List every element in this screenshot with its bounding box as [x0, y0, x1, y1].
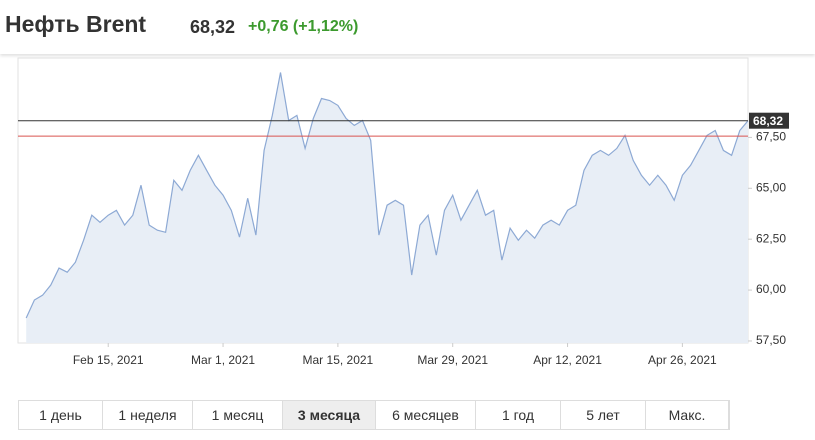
period-tab[interactable]: Макс. [646, 401, 729, 429]
y-tick-label: 57,50 [756, 333, 786, 347]
x-tick-label: Apr 26, 2021 [648, 353, 717, 367]
x-tick-label: Mar 15, 2021 [303, 353, 374, 367]
period-tab[interactable]: 3 месяца [283, 401, 376, 429]
period-tab[interactable]: 1 день [19, 401, 103, 429]
period-tab[interactable]: 6 месяцев [376, 401, 476, 429]
x-tick-label: Feb 15, 2021 [73, 353, 144, 367]
header: Нефть Brent 68,32 +0,76 (+1,12%) [0, 0, 815, 54]
y-tick-label: 67,50 [756, 130, 786, 144]
price-change: +0,76 (+1,12%) [248, 18, 359, 35]
period-tab[interactable]: 1 неделя [103, 401, 193, 429]
price-line [25, 72, 749, 319]
period-tab[interactable]: 1 месяц [193, 401, 283, 429]
instrument-title: Нефть Brent [5, 11, 147, 37]
area-fill [26, 72, 748, 343]
period-tab[interactable]: 5 лет [561, 401, 646, 429]
y-tick-label: 62,50 [756, 231, 786, 245]
x-tick-label: Mar 1, 2021 [191, 353, 255, 367]
period-tab[interactable]: 1 год [476, 401, 561, 429]
last-price-label: 68,32 [753, 114, 783, 128]
last-price-badge [749, 112, 789, 129]
price: 68,32 [190, 17, 236, 37]
x-tick-label: Apr 12, 2021 [533, 353, 602, 367]
y-tick-label: 65,00 [756, 180, 786, 194]
y-tick-label: 60,00 [756, 282, 786, 296]
x-tick-label: Mar 29, 2021 [417, 353, 488, 367]
period-tabs: 1 день 1 неделя 1 месяц 3 месяца 6 месяцев 1 … [18, 400, 730, 430]
